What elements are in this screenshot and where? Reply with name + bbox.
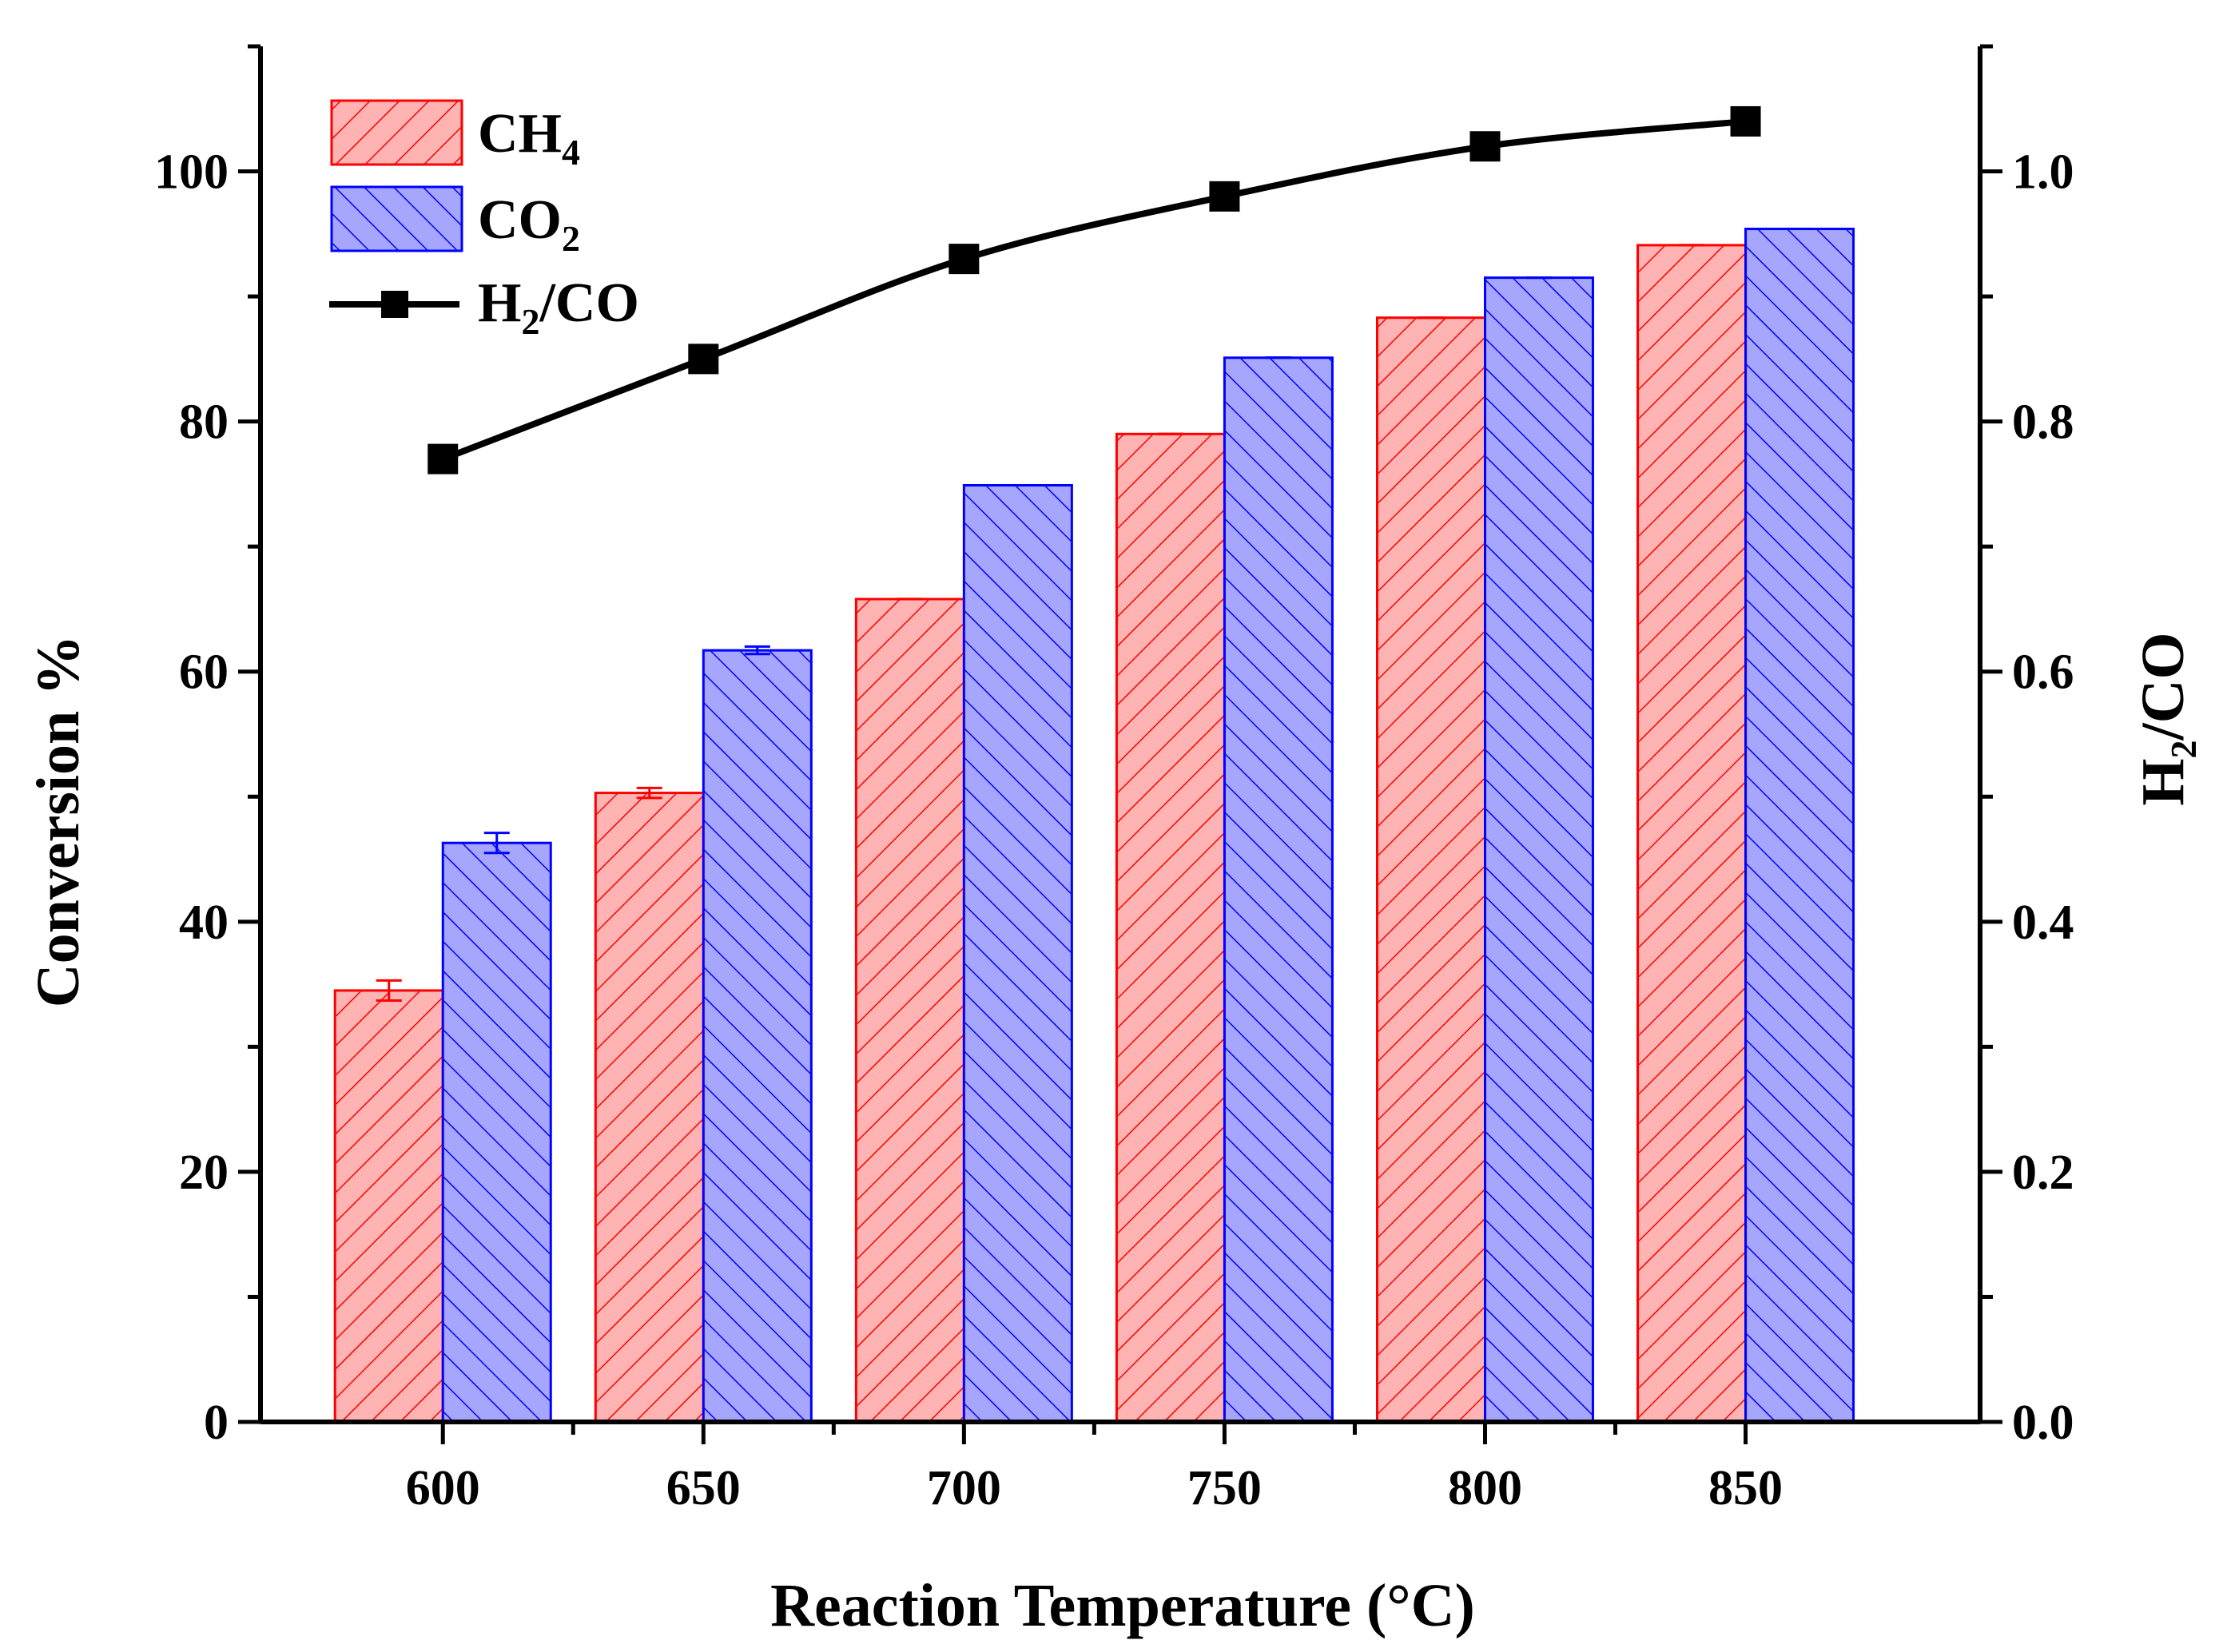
y2-axis-title-sub: 2 [2163,741,2204,759]
x-tick-label-800: 800 [1448,1461,1522,1515]
bar-ch4-700 [854,598,965,1424]
bar-co2-700 [962,483,1073,1424]
bar-co2-750 [1223,356,1334,1424]
x-tick-label-750: 750 [1187,1461,1262,1515]
y-tick-label-20: 20 [179,1146,229,1200]
legend-swatch-ch4 [330,99,463,166]
legend-label-co2: CO2 [478,189,580,259]
legend-label-h2co: H2/CO [478,272,639,342]
y2-tick-label-0.6: 0.6 [2012,645,2074,700]
y2-tick-label-0.0: 0.0 [2012,1396,2074,1450]
y-tick-label-40: 40 [179,895,229,950]
y2-axis-title-main: H [2130,759,2197,806]
legend-ch4-main: CH [478,103,562,165]
legend-h2co-sub: 2 [521,301,539,342]
y2-tick-label-0.2: 0.2 [2012,1146,2074,1200]
h2co-marker-700 [948,244,980,275]
bar-ch4-750 [1115,432,1226,1424]
y2-axis-title-rest: /CO [2130,632,2197,741]
x-tick-label-850: 850 [1708,1461,1783,1515]
legend-marker-h2co [381,291,408,318]
legend-ch4-sub: 4 [562,132,580,173]
legend-co2-sub: 2 [562,218,580,259]
x-tick-label-650: 650 [666,1461,741,1515]
y-tick-label-60: 60 [179,645,229,700]
legend-co2-main: CO [478,189,562,251]
y2-tick-label-0.8: 0.8 [2012,395,2074,450]
h2co-marker-850 [1730,105,1761,137]
legend-h2co-rest: /CO [539,272,638,334]
x-tick-label-600: 600 [406,1461,480,1515]
legend: CH4 CO2 H2/CO [329,99,639,342]
legend-label-ch4: CH4 [478,103,580,173]
bar-co2-650 [702,649,813,1424]
h2co-marker-650 [688,344,719,375]
h2co-marker-750 [1209,181,1240,212]
h2co-marker-600 [427,443,459,475]
y-tick-label-80: 80 [179,395,229,450]
bar-ch4-800 [1375,316,1486,1424]
bar-co2-850 [1744,228,1855,1424]
h2co-marker-800 [1469,131,1501,162]
y2-axis-title: H2/CO [2130,632,2204,805]
bar-ch4-850 [1636,244,1748,1424]
legend-h2co-main: H [478,272,521,334]
x-axis-title: Reaction Temperature (°C) [770,1572,1475,1639]
legend-swatch-co2 [330,185,463,252]
y2-tick-label-0.4: 0.4 [2012,895,2074,950]
x-tick-label-700: 700 [927,1461,1001,1515]
y-tick-label-100: 100 [154,145,229,200]
bar-ch4-600 [333,989,444,1424]
y-tick-label-0: 0 [204,1396,229,1450]
bar-co2-800 [1483,276,1594,1424]
y2-tick-label-1.0: 1.0 [2012,145,2074,200]
bar-ch4-650 [594,792,705,1424]
y-axis-title: Conversion % [25,635,92,1008]
h2co-line [441,117,1746,463]
bar-co2-600 [441,841,552,1424]
